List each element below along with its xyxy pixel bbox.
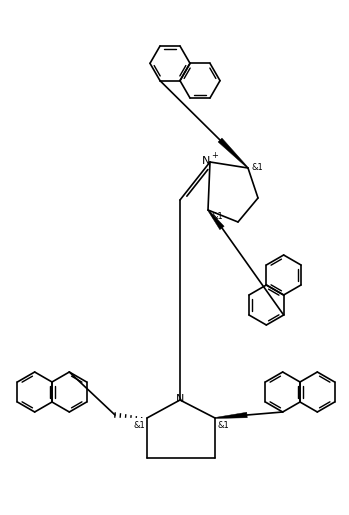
Text: &1: &1 xyxy=(217,421,229,430)
Polygon shape xyxy=(215,413,247,419)
Text: &1: &1 xyxy=(211,212,223,221)
Polygon shape xyxy=(208,210,224,230)
Text: &1: &1 xyxy=(133,421,145,430)
Text: &1: &1 xyxy=(251,163,263,171)
Text: N: N xyxy=(202,156,210,166)
Polygon shape xyxy=(218,138,248,168)
Text: N: N xyxy=(176,394,184,404)
Text: +: + xyxy=(211,150,218,160)
